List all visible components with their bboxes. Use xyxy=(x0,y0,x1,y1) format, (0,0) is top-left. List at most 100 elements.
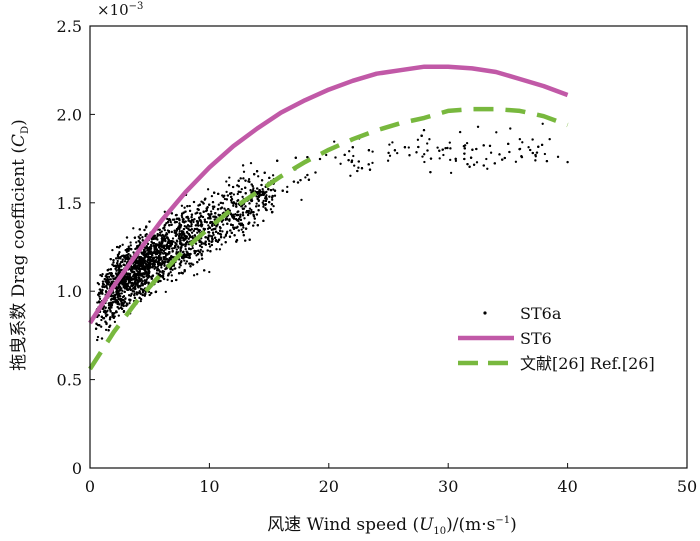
scatter-point xyxy=(153,265,156,268)
scatter-point xyxy=(124,282,127,286)
scatter-point xyxy=(111,263,114,266)
scatter-point xyxy=(114,276,117,279)
scatter-point xyxy=(165,243,169,246)
scatter-point xyxy=(135,291,138,294)
scatter-point xyxy=(101,288,104,291)
scatter-point xyxy=(250,183,253,186)
scatter-point xyxy=(147,276,150,279)
scatter-point xyxy=(164,248,167,251)
scatter-point xyxy=(122,263,125,266)
scatter-point xyxy=(540,143,544,147)
scatter-point xyxy=(118,265,121,268)
scatter-point xyxy=(488,144,492,148)
scatter-point xyxy=(107,281,110,284)
scatter-point xyxy=(116,305,119,309)
scatter-point xyxy=(263,191,266,195)
scatter-point xyxy=(230,213,233,216)
scatter-point xyxy=(356,169,359,173)
scatter-point xyxy=(123,300,126,303)
scatter-point xyxy=(202,210,205,213)
scatter-point xyxy=(115,269,118,272)
scatter-point xyxy=(493,162,496,165)
scatter-point xyxy=(531,138,534,141)
scatter-point xyxy=(314,171,317,174)
scatter-point xyxy=(153,248,156,251)
scatter-point xyxy=(149,258,152,261)
scatter-point xyxy=(152,242,156,245)
scatter-point xyxy=(226,194,230,197)
scatter-point xyxy=(251,185,254,188)
scatter-point xyxy=(203,269,206,272)
scatter-point xyxy=(191,235,194,238)
scatter-point xyxy=(212,215,215,218)
scatter-point xyxy=(465,141,469,145)
scatter-point xyxy=(177,226,180,229)
scatter-point xyxy=(142,253,145,257)
scatter-point xyxy=(117,294,120,297)
scatter-point xyxy=(247,222,250,225)
scatter-point xyxy=(97,293,100,296)
scatter-point xyxy=(207,231,210,234)
scatter-point xyxy=(454,159,458,163)
scatter-point xyxy=(247,180,250,183)
scatter-point xyxy=(179,239,182,242)
scatter-point xyxy=(349,174,352,177)
scatter-point xyxy=(175,248,178,251)
scatter-point xyxy=(207,224,210,227)
tick-labels: 0 10 20 30 40 50 0 0.5 1.0 1.5 2.0 2.5 xyxy=(57,17,698,496)
scatter-point xyxy=(100,318,103,322)
scatter-point xyxy=(167,260,170,263)
scatter-point xyxy=(166,241,170,244)
scatter-point xyxy=(255,195,258,198)
scatter-point xyxy=(159,253,162,256)
scatter-point xyxy=(147,272,150,275)
scatter-point xyxy=(160,251,163,254)
scatter-point xyxy=(115,257,118,260)
scatter-point xyxy=(167,238,170,242)
scatter-point xyxy=(260,193,263,197)
scatter-point xyxy=(196,260,199,264)
scatter-point xyxy=(509,127,512,130)
scatter-point xyxy=(115,290,118,294)
scatter-point xyxy=(229,229,232,232)
scatter-point xyxy=(144,265,147,268)
scatter-point xyxy=(189,229,192,232)
scatter-point xyxy=(107,329,110,332)
scatter-point xyxy=(188,225,191,228)
scatter-point xyxy=(158,228,161,231)
scatter-point xyxy=(117,257,120,260)
scatter-point xyxy=(161,260,164,263)
scatter-point xyxy=(225,198,228,201)
ref26-series-line xyxy=(88,106,569,371)
scatter-point xyxy=(239,215,242,218)
scatter-point xyxy=(104,328,108,332)
scatter-point xyxy=(109,257,112,261)
scatter-point xyxy=(529,148,532,152)
scatter-point xyxy=(135,241,138,244)
scatter-point xyxy=(239,213,242,216)
scatter-point xyxy=(534,153,537,157)
scatter-point xyxy=(125,236,129,239)
scatter-point xyxy=(174,267,177,270)
scatter-point xyxy=(163,264,166,267)
scatter-point xyxy=(215,216,218,219)
scatter-point xyxy=(105,278,108,281)
scatter-point xyxy=(243,217,246,220)
scatter-point xyxy=(186,251,189,255)
st6-series-line xyxy=(88,64,569,325)
scatter-point xyxy=(137,239,140,243)
scatter-point xyxy=(180,230,184,233)
scatter-point xyxy=(162,277,166,281)
scatter-point xyxy=(94,327,98,330)
scatter-point xyxy=(237,217,241,220)
scatter-point xyxy=(138,268,142,271)
scatter-point xyxy=(495,131,498,134)
scatter-point xyxy=(131,290,135,293)
scatter-point xyxy=(103,277,106,281)
scatter-point xyxy=(182,243,185,246)
scatter-point xyxy=(239,177,242,180)
scatter-point xyxy=(192,200,196,204)
scatter-point xyxy=(208,203,211,206)
scatter-point xyxy=(214,212,217,215)
scatter-point xyxy=(178,222,181,225)
